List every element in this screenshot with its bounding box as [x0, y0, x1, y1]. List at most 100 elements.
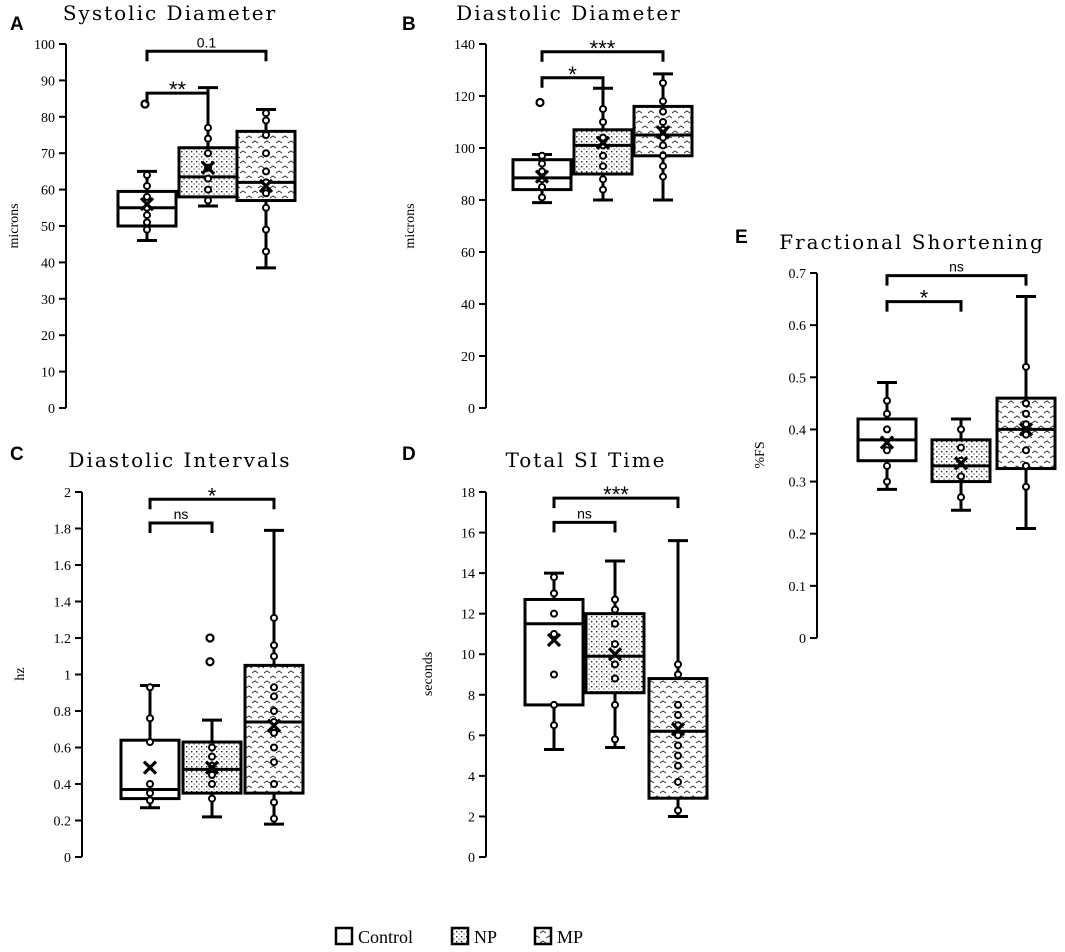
y-tick-label: 80 — [41, 111, 55, 126]
y-axis-label: microns — [7, 203, 22, 248]
data-point — [599, 151, 607, 160]
legend-swatch — [334, 926, 354, 946]
data-point — [611, 700, 619, 709]
y-tick-label: 50 — [41, 220, 55, 235]
data-point — [599, 185, 607, 194]
box-control — [856, 381, 918, 491]
y-tick-label: 120 — [454, 90, 475, 105]
data-point — [550, 700, 558, 709]
significance-bracket: 0.1 — [145, 34, 268, 62]
chart-title: Systolic Diameter — [63, 1, 277, 25]
data-point — [659, 107, 667, 116]
data-point — [599, 118, 607, 126]
mean-marker — [258, 178, 274, 194]
y-tick-label: 12 — [461, 608, 475, 623]
y-tick-label: 1.8 — [54, 523, 72, 538]
y-tick-label: 20 — [461, 350, 475, 365]
data-point — [883, 425, 891, 434]
data-point — [262, 149, 270, 158]
bracket-line — [148, 497, 276, 510]
data-point — [204, 134, 212, 143]
significance-label: *** — [603, 482, 629, 507]
y-tick-label: 90 — [41, 74, 55, 89]
y-tick-label: 80 — [461, 194, 475, 209]
y-tick-label: 1.6 — [54, 559, 72, 574]
panel-label: D — [402, 444, 416, 465]
data-point — [146, 780, 154, 788]
data-point — [957, 472, 965, 481]
box-mp — [647, 539, 709, 818]
data-point — [204, 185, 212, 194]
y-tick-label: 1 — [64, 669, 71, 684]
data-point — [270, 728, 278, 737]
data-point — [957, 425, 965, 434]
y-tick-label: 0.4 — [789, 423, 807, 438]
data-point — [146, 714, 154, 723]
bracket-line — [145, 49, 268, 62]
mean-marker — [546, 632, 562, 648]
y-tick-label: 30 — [41, 293, 55, 308]
y-tick-label: 0.8 — [54, 705, 72, 720]
y-tick-label: 0 — [468, 851, 475, 866]
bracket-line — [552, 496, 680, 509]
bracket-line — [885, 300, 963, 312]
data-point — [659, 97, 667, 106]
data-point — [146, 789, 154, 798]
chart-title: Fractional Shortening — [779, 230, 1045, 254]
y-tick-label: 0.2 — [54, 815, 72, 830]
data-point — [611, 595, 619, 604]
data-point — [262, 167, 270, 176]
significance-label: ** — [169, 77, 187, 102]
y-tick-label: 60 — [461, 246, 475, 261]
data-point — [1022, 482, 1030, 491]
significance-bracket: ns — [148, 506, 214, 534]
significance-bracket: *** — [552, 482, 680, 509]
box-np — [177, 86, 239, 208]
panel-label: B — [402, 14, 416, 35]
data-point — [538, 151, 546, 160]
outlier-point — [205, 633, 215, 643]
significance-label: ns — [949, 259, 964, 275]
y-tick-label: 0.3 — [789, 476, 807, 491]
data-point — [599, 175, 607, 184]
data-point — [550, 609, 558, 618]
data-point — [957, 443, 965, 452]
data-point — [674, 660, 682, 669]
box-mp — [995, 294, 1057, 530]
bracket-line — [540, 50, 665, 62]
data-point — [1022, 461, 1030, 470]
data-point — [550, 589, 558, 598]
panel-label: E — [735, 227, 748, 248]
y-tick-label: 1.4 — [54, 596, 72, 611]
panel-label: C — [10, 444, 24, 465]
data-point — [143, 218, 151, 227]
data-point — [208, 752, 216, 761]
y-axis-label: seconds — [421, 652, 436, 696]
y-tick-label: 20 — [41, 329, 55, 344]
y-tick-label: 6 — [468, 729, 475, 744]
data-point — [538, 159, 546, 168]
bracket-line — [552, 520, 617, 533]
mean-marker — [200, 160, 216, 175]
data-point — [270, 814, 278, 823]
mean-marker — [879, 435, 895, 450]
panel-label: A — [10, 14, 24, 35]
data-point — [262, 109, 270, 118]
data-point — [674, 777, 682, 786]
data-point — [270, 780, 278, 788]
data-point — [270, 641, 278, 650]
panel-a: A Systolic Diameter microns 0 10 20 30 40 50 60 70… — [7, 1, 297, 417]
box-np — [584, 559, 646, 749]
y-tick-label: 4 — [468, 770, 475, 785]
y-tick-label: 100 — [34, 38, 55, 53]
panel-b: B Diastolic Diameter microns 0 20 40 60 80 100 12… — [402, 1, 694, 417]
y-tick-label: 60 — [41, 184, 55, 199]
significance-label: ns — [174, 506, 189, 522]
legend-item-mp: MP — [533, 926, 583, 947]
box-np — [181, 633, 243, 819]
data-point — [674, 806, 682, 815]
y-tick-label: 1.2 — [54, 632, 72, 647]
data-point — [674, 761, 682, 770]
legend-swatch — [533, 926, 553, 946]
